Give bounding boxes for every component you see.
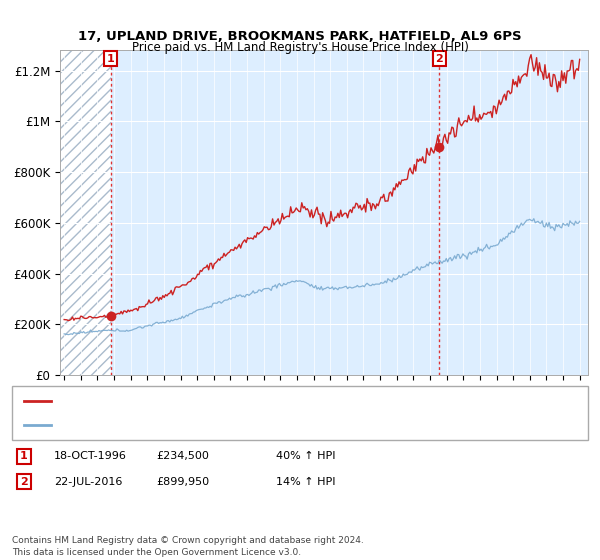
Text: 1: 1 xyxy=(20,451,28,461)
Text: £899,950: £899,950 xyxy=(156,477,209,487)
Text: HPI: Average price, detached house, Welwyn Hatfield: HPI: Average price, detached house, Welw… xyxy=(57,419,334,430)
Text: 40% ↑ HPI: 40% ↑ HPI xyxy=(276,451,335,461)
Text: 17, UPLAND DRIVE, BROOKMANS PARK, HATFIELD, AL9 6PS (detached house): 17, UPLAND DRIVE, BROOKMANS PARK, HATFIE… xyxy=(57,396,459,407)
Text: Price paid vs. HM Land Registry's House Price Index (HPI): Price paid vs. HM Land Registry's House … xyxy=(131,41,469,54)
Text: 17, UPLAND DRIVE, BROOKMANS PARK, HATFIELD, AL9 6PS: 17, UPLAND DRIVE, BROOKMANS PARK, HATFIE… xyxy=(78,30,522,43)
Text: 2: 2 xyxy=(20,477,28,487)
Text: Contains HM Land Registry data © Crown copyright and database right 2024.
This d: Contains HM Land Registry data © Crown c… xyxy=(12,536,364,557)
Text: 2: 2 xyxy=(435,54,443,63)
Text: 18-OCT-1996: 18-OCT-1996 xyxy=(54,451,127,461)
Bar xyxy=(60,50,111,375)
Text: 22-JUL-2016: 22-JUL-2016 xyxy=(54,477,122,487)
Text: £234,500: £234,500 xyxy=(156,451,209,461)
Text: 14% ↑ HPI: 14% ↑ HPI xyxy=(276,477,335,487)
Text: 1: 1 xyxy=(107,54,115,63)
